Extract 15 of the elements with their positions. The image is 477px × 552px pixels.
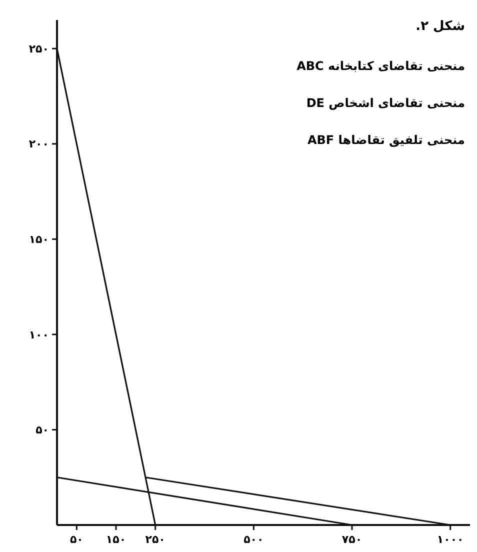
annotation: منحنی تقاضای کتابخانه ABC: [296, 59, 465, 73]
x-tick-label: ۷۵۰: [342, 533, 362, 546]
x-tick-label: ۱۵۰: [106, 533, 126, 546]
y-tick-label: ۱۰۰: [28, 328, 49, 342]
y-tick-label: ۲۰۰: [28, 138, 49, 151]
annotation: منحنی تقاضای اشخاص DE: [306, 96, 465, 110]
chart-title: شکل ۲.: [416, 19, 465, 34]
y-tick-label: ۱۵۰: [28, 233, 49, 246]
x-tick-label: ۲۵۰: [145, 533, 166, 546]
y-tick-label: ۵۰: [36, 424, 49, 437]
x-tick-label: ۱۰۰۰: [436, 533, 464, 546]
x-tick-label: ۵۰۰: [244, 533, 264, 546]
y-tick-label: ۲۵۰: [28, 42, 49, 56]
annotation: منحنی تلفیق تقاضاها ABF: [307, 133, 465, 147]
x-tick-label: ۵۰: [70, 533, 84, 546]
